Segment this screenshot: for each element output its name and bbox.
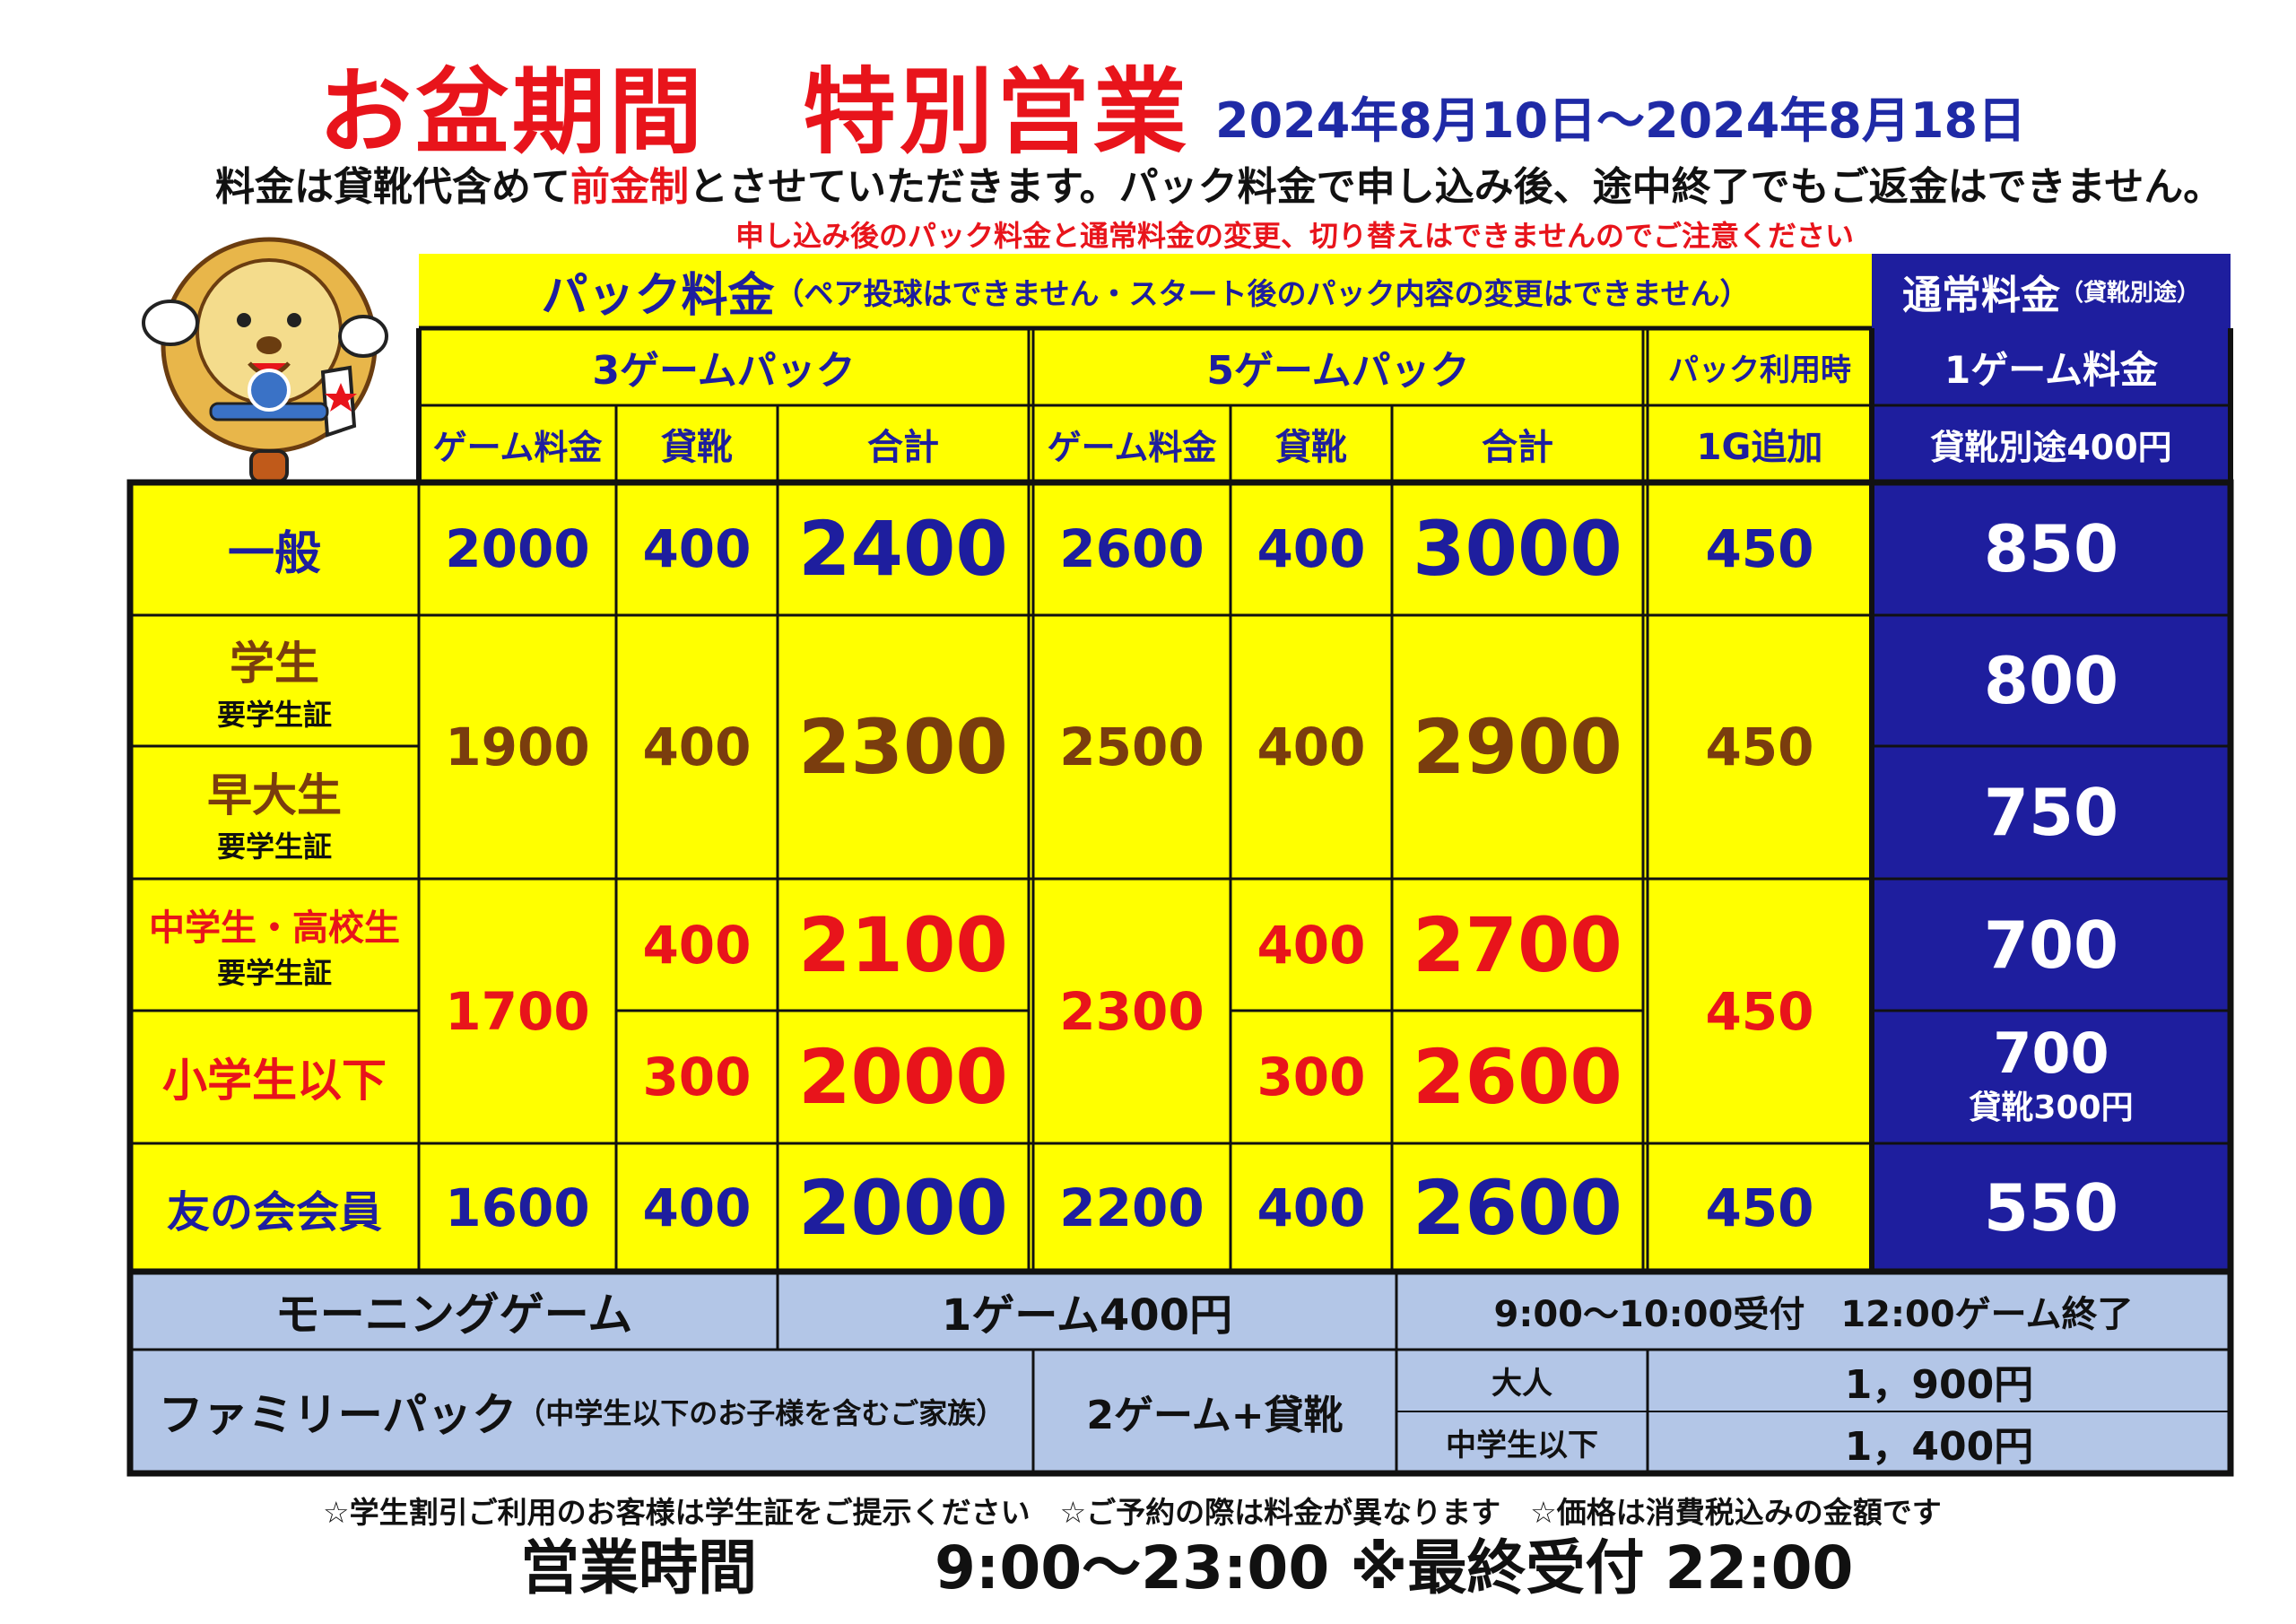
general-add: 450 <box>1705 518 1814 579</box>
child-normal: 700 <box>1993 1020 2109 1086</box>
change-warning: 申し込み後のパック料金と通常料金の変更、切り替えはできませんのでご注意ください <box>735 219 1855 253</box>
pack5-header: 5ゲームパック <box>1206 348 1470 394</box>
prepay-notice: 料金は貸靴代含めて前金制とさせていただきます。パック料金で申し込み後、途中終了で… <box>215 154 2222 212</box>
family-adult-price: 1，900円 <box>1844 1361 2034 1408</box>
pack3-header: 3ゲームパック <box>592 348 856 394</box>
child-shoes3: 300 <box>642 1046 752 1107</box>
shoes-header-3: 貸靴 <box>661 427 733 468</box>
game-fee-header-5: ゲーム料金 <box>1047 427 1217 467</box>
pack-note: （ペア投球はできません・スタート後のパック内容の変更はできません） <box>774 275 1750 311</box>
junior-sub: 要学生証 <box>216 955 332 990</box>
student-game3: 1900 <box>445 716 590 777</box>
member-label: 友の会会員 <box>166 1186 382 1238</box>
member-game3: 1600 <box>445 1177 590 1238</box>
pack-title: パック料金 <box>541 269 775 323</box>
family-content: 2ゲーム+貸靴 <box>1086 1393 1344 1438</box>
general-normal: 850 <box>1983 511 2119 586</box>
junior-total3: 2100 <box>798 900 1008 989</box>
footer-notes: ☆学生割引ご利用のお客様は学生証をご提示ください ☆ご予約の際は料金が異なります… <box>323 1495 1942 1530</box>
notice-highlight: 前金制 <box>570 164 689 210</box>
general-shoes3: 400 <box>642 518 752 579</box>
one-game-fee-header: 1ゲーム料金 <box>1944 347 2158 392</box>
member-shoes5: 400 <box>1257 1177 1366 1238</box>
shoes-header-5: 貸靴 <box>1275 427 1347 468</box>
general-total5: 3000 <box>1413 505 1622 593</box>
general-game3: 2000 <box>445 518 590 579</box>
student-total3: 2300 <box>798 703 1008 791</box>
student-add: 450 <box>1705 716 1814 777</box>
notice-text-rest: とさせていただきます。パック料金で申し込み後、途中終了でもご返金はできません。 <box>689 164 2223 210</box>
business-hours: 営業時間 9:00～23:00 ※最終受付 22:00 <box>520 1533 1854 1602</box>
member-add: 450 <box>1705 1177 1814 1238</box>
junior-normal: 700 <box>1983 907 2119 983</box>
waseda-normal: 750 <box>1983 775 2119 850</box>
member-game5: 2200 <box>1059 1177 1205 1238</box>
child-total3: 2000 <box>798 1033 1008 1121</box>
junior-shoes3: 400 <box>642 914 752 976</box>
total-header-5: 合計 <box>1482 427 1553 468</box>
family-label-cell: ファミリーパック （中学生以下のお子様を含むご家族） <box>130 1350 1033 1473</box>
child-total5: 2600 <box>1413 1033 1622 1121</box>
general-total3: 2400 <box>798 505 1008 593</box>
waseda-sub: 要学生証 <box>216 829 332 864</box>
add-1g-header: 1G追加 <box>1696 427 1823 468</box>
junior-label-cell: 中学生・高校生 要学生証 <box>130 879 419 1011</box>
student-normal: 800 <box>1983 643 2119 718</box>
normal-title: 通常料金 <box>1901 272 2060 318</box>
junior-label: 中学生・高校生 <box>149 907 400 949</box>
family-note: （中学生以下のお子様を含むご家族） <box>517 1396 1005 1430</box>
pack-header: パック料金 （ペア投球はできません・スタート後のパック内容の変更はできません） <box>419 254 1872 328</box>
child-shoes5: 300 <box>1257 1046 1366 1107</box>
family-label: ファミリーパック <box>158 1389 517 1441</box>
child-normal-sub: 貸靴300円 <box>1969 1090 2134 1126</box>
general-game5: 2600 <box>1059 518 1205 579</box>
student-total5: 2900 <box>1413 703 1622 791</box>
child-normal-cell: 700 貸靴300円 <box>1872 1011 2231 1143</box>
member-shoes3: 400 <box>642 1177 752 1238</box>
morning-label: モーニングゲーム <box>274 1288 633 1341</box>
page-title: お盆期間 特別営業 <box>318 57 1191 167</box>
general-label: 一般 <box>227 526 321 581</box>
student-shoes3: 400 <box>642 716 752 777</box>
member-normal: 550 <box>1983 1169 2119 1246</box>
junior-game3: 1700 <box>445 980 590 1042</box>
student-label: 学生 <box>230 638 319 690</box>
game-fee-header-3: ゲーム料金 <box>432 427 603 467</box>
normal-note: （貸靴別途） <box>2059 280 2200 307</box>
pack-use-header: パック利用時 <box>1668 352 1851 388</box>
lion-mascot-icon <box>142 237 388 483</box>
morning-price: 1ゲーム400円 <box>941 1290 1233 1341</box>
general-shoes5: 400 <box>1257 518 1366 579</box>
bottom-section-bg <box>130 1272 2231 1473</box>
normal-column-bg <box>1872 254 2231 1272</box>
student-game5: 2500 <box>1059 716 1205 777</box>
family-child-label: 中学生以下 <box>1446 1428 1598 1463</box>
student-sub: 要学生証 <box>216 698 332 732</box>
family-child-price: 1，400円 <box>1844 1423 2034 1470</box>
period-dates: 2024年8月10日～2024年8月18日 <box>1215 92 2027 149</box>
morning-time: 9:00～10:00受付 12:00ゲーム終了 <box>1493 1293 2134 1335</box>
junior-shoes5: 400 <box>1257 914 1366 976</box>
pack-header-bar <box>419 254 1872 328</box>
junior-total5: 2700 <box>1413 900 1622 989</box>
waseda-label: 早大生 <box>207 769 342 821</box>
total-header-3: 合計 <box>867 427 939 468</box>
junior-game5: 2300 <box>1059 980 1205 1042</box>
junior-add: 450 <box>1705 980 1814 1042</box>
notice-text: 料金は貸靴代含めて <box>215 164 570 210</box>
waseda-label-cell: 早大生 要学生証 <box>130 746 419 879</box>
child-label: 小学生以下 <box>162 1055 387 1107</box>
normal-header: 通常料金 （貸靴別途） <box>1872 254 2231 328</box>
family-adult-label: 大人 <box>1492 1366 1552 1402</box>
student-label-cell: 学生 要学生証 <box>130 615 419 746</box>
member-total5: 2600 <box>1413 1163 1622 1252</box>
member-total3: 2000 <box>798 1163 1008 1252</box>
student-shoes5: 400 <box>1257 716 1366 777</box>
shoes-extra-header: 貸靴別途400円 <box>1930 427 2172 467</box>
